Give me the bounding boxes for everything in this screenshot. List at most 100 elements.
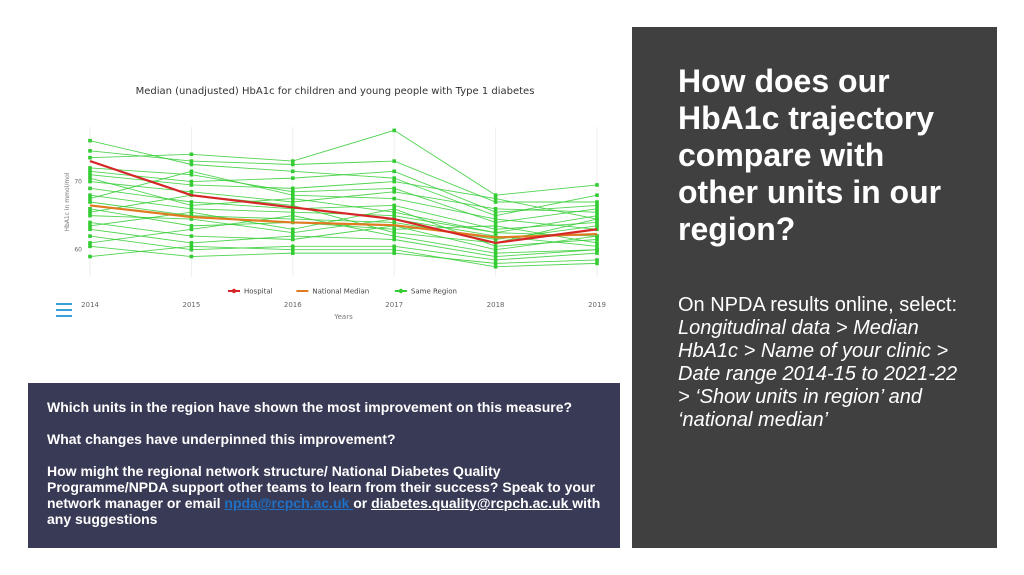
region-point-0-5: [595, 193, 599, 197]
region-series-line-5: [89, 187, 598, 230]
chart-title: Median (unadjusted) HbA1c for children a…: [135, 86, 535, 97]
region-point-19-2: [291, 227, 295, 232]
region-point-15-3: [392, 159, 396, 163]
legend-marker-hospital: [231, 288, 237, 294]
region-point-0-4: [493, 213, 498, 218]
region-point-7-0: [88, 200, 92, 204]
region-series-line-17: [89, 170, 598, 230]
region-point-4-3: [392, 189, 396, 194]
region-point-16-3: [392, 169, 396, 174]
region-point-0-3: [392, 176, 396, 180]
region-series-line-13: [89, 245, 598, 264]
region-point-4-5: [595, 210, 599, 215]
region-point-21-1: [189, 203, 194, 208]
region-point-0-1: [189, 162, 194, 167]
region-point-18-2: [291, 203, 295, 208]
x-tick-label-2015: 2015: [182, 301, 200, 309]
region-point-12-3: [392, 244, 396, 249]
region-series-line-16: [89, 170, 598, 213]
region-point-1-0: [88, 155, 92, 160]
region-point-13-4: [493, 261, 498, 266]
region-point-10-0: [88, 220, 92, 225]
region-point-0-0: [88, 138, 92, 143]
region-point-2-5: [595, 207, 599, 211]
region-series-line-1: [89, 129, 598, 196]
x-tick-label-2018: 2018: [487, 301, 505, 309]
region-point-6-2: [291, 210, 295, 215]
legend-label-same-region: Same Region: [411, 288, 457, 296]
region-point-8-5: [595, 241, 599, 245]
menu-icon[interactable]: [56, 303, 72, 317]
instructions-plain: On NPDA results online, select:: [678, 294, 958, 316]
region-point-10-2: [291, 237, 295, 242]
side-instructions: On NPDA results online, select: Longitud…: [678, 294, 967, 432]
legend-label-national-median: National Median: [312, 288, 369, 296]
region-point-17-0: [88, 196, 92, 201]
region-point-4-1: [189, 189, 194, 194]
region-point-5-1: [189, 200, 194, 204]
region-point-17-4: [493, 217, 498, 221]
region-point-20-5: [595, 247, 599, 252]
region-point-21-0: [88, 176, 92, 180]
region-point-19-4: [493, 244, 498, 249]
region-point-15-1: [189, 159, 194, 163]
region-point-19-1: [189, 210, 194, 215]
region-point-11-1: [189, 241, 194, 245]
region-point-8-0: [88, 207, 92, 211]
region-point-14-2: [291, 247, 295, 252]
region-point-3-4: [493, 196, 498, 201]
region-point-14-4: [493, 264, 498, 269]
region-point-15-2: [291, 162, 295, 167]
region-point-1-5: [595, 183, 599, 187]
region-point-11-0: [88, 227, 92, 232]
region-point-7-5: [595, 224, 599, 228]
region-point-8-1: [189, 224, 194, 228]
region-point-20-2: [291, 213, 295, 218]
region-point-18-0: [88, 210, 92, 215]
region-point-11-2: [291, 234, 295, 238]
series-line-hospital: [89, 160, 598, 245]
y-axis-label: HbA1c in mmol/mol: [64, 172, 71, 231]
region-point-5-4: [493, 227, 498, 232]
region-point-9-1: [189, 217, 194, 221]
region-point-2-3: [392, 186, 396, 191]
region-point-11-4: [493, 254, 498, 259]
x-tick-label-2016: 2016: [284, 301, 302, 309]
diabetes-quality-email-link[interactable]: diabetes.quality@rcpch.ac.uk: [371, 495, 573, 511]
region-point-16-4: [493, 210, 498, 215]
region-point-17-2: [291, 193, 295, 197]
region-point-5-0: [88, 186, 92, 191]
question-3-text: How might the regional network structure…: [47, 463, 595, 511]
region-point-13-2: [291, 251, 295, 255]
region-point-3-0: [88, 172, 92, 177]
region-point-20-3: [392, 234, 396, 238]
region-point-13-1: [189, 254, 194, 259]
npda-email-link[interactable]: npda@rcpch.ac.uk: [224, 495, 354, 511]
region-point-3-1: [189, 183, 194, 187]
region-series-line-10: [89, 222, 598, 251]
region-point-2-2: [291, 189, 295, 194]
region-point-21-5: [595, 213, 599, 218]
side-heading: How does our HbA1c trajectory compare wi…: [678, 63, 942, 247]
region-point-9-2: [291, 230, 295, 235]
region-point-21-4: [493, 230, 498, 235]
region-point-20-0: [88, 241, 92, 245]
region-point-12-5: [595, 251, 599, 255]
region-point-2-1: [189, 172, 194, 177]
series-line-national-median: [89, 204, 598, 239]
legend-label-hospital: Hospital: [244, 288, 273, 296]
region-point-8-4: [493, 224, 498, 228]
region-point-7-2: [291, 217, 295, 221]
region-point-14-1: [189, 244, 194, 249]
region-series-line-14: [89, 245, 598, 268]
x-axis-label: Years: [333, 313, 353, 321]
region-point-9-5: [595, 244, 599, 249]
region-point-14-3: [392, 247, 396, 252]
region-series-line-2: [89, 167, 598, 223]
region-point-8-3: [392, 227, 396, 232]
region-series-layer: [88, 128, 599, 269]
region-point-16-2: [291, 176, 295, 180]
region-point-16-0: [88, 169, 92, 174]
region-point-21-3: [392, 210, 396, 215]
y-tick-label-60: 60: [74, 247, 82, 254]
